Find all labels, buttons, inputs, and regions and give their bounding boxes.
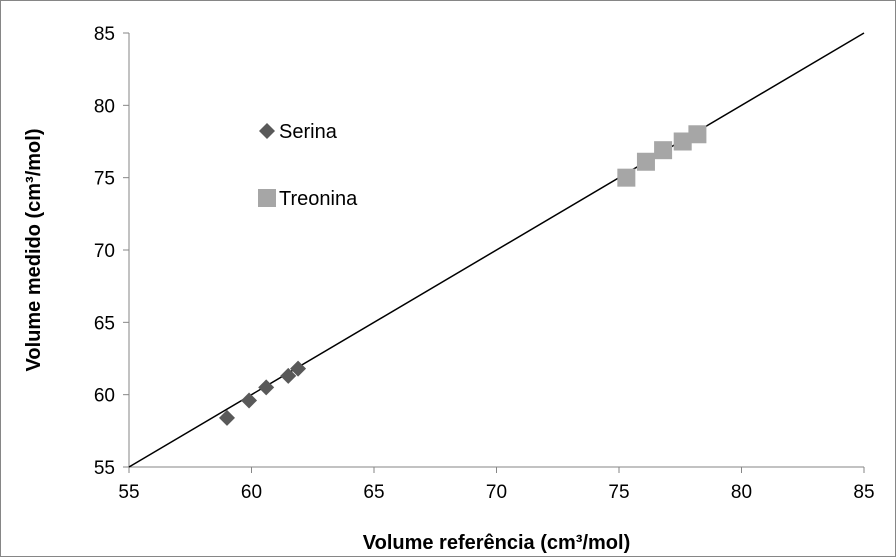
x-tick-label: 65 — [363, 482, 384, 503]
y-tick-label: 65 — [94, 313, 115, 334]
y-tick-label: 85 — [94, 24, 115, 45]
treonina-point — [636, 152, 655, 171]
serina-point — [219, 409, 235, 426]
x-tick-label: 85 — [853, 482, 874, 503]
x-tick-label: 70 — [486, 482, 507, 503]
y-tick-label: 70 — [94, 241, 115, 262]
serina-point — [290, 360, 307, 377]
x-tick-label: 80 — [731, 482, 752, 503]
data-marks — [219, 125, 707, 426]
y-axis-title: Volume medido (cm³/mol) — [23, 129, 45, 372]
serina-point — [258, 379, 275, 396]
legend-square-icon — [258, 189, 276, 207]
y-tick-label: 80 — [94, 96, 115, 117]
treonina-point — [617, 168, 636, 187]
x-tick-label: 60 — [241, 482, 262, 503]
serina-point — [280, 367, 297, 384]
treonina-point — [673, 132, 692, 151]
x-tick-label: 75 — [608, 482, 629, 503]
x-tick-label: 55 — [118, 482, 139, 503]
legend: Serina Treonina — [258, 121, 358, 210]
y-tick-label: 60 — [94, 386, 115, 407]
axes: 55 60 65 70 75 80 85 55 60 65 70 75 80 85 — [94, 24, 875, 503]
treonina-point — [654, 141, 673, 160]
treonina-point — [688, 125, 707, 144]
legend-diamond-icon — [259, 123, 275, 139]
legend-label-treonina: Treonina — [279, 188, 358, 210]
reference-line-group — [128, 32, 865, 468]
x-axis-title: Volume referência (cm³/mol) — [363, 532, 630, 554]
legend-label-serina: Serina — [279, 121, 338, 143]
reference-line — [128, 32, 865, 468]
serina-point — [241, 392, 258, 409]
y-tick-label: 55 — [94, 458, 115, 479]
y-tick-label: 75 — [94, 169, 115, 190]
